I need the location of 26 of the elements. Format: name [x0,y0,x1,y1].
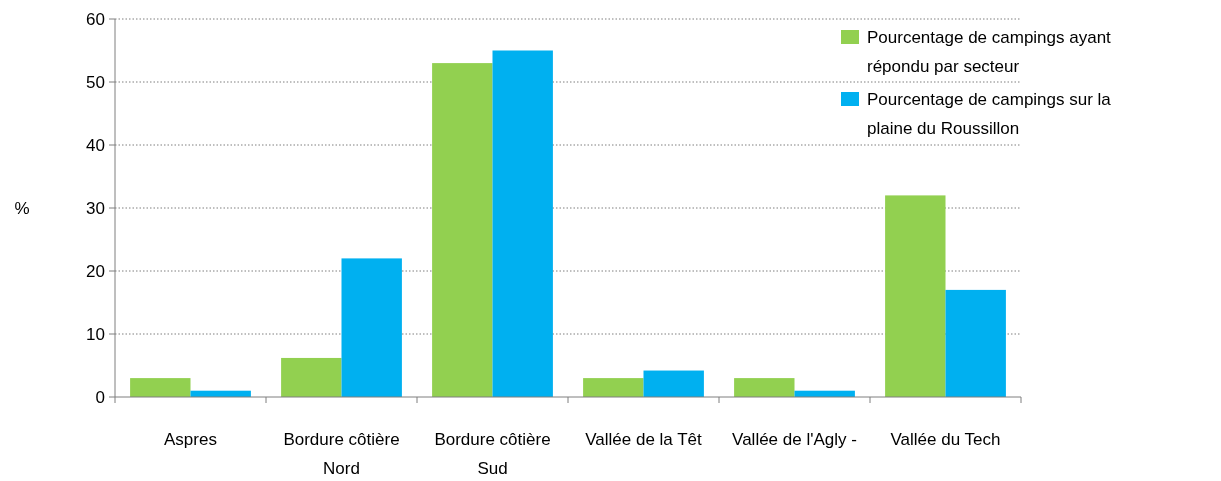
bar [734,378,795,397]
bar [885,195,946,397]
y-tick-label: 40 [86,135,105,155]
y-tick-label: 30 [86,198,105,218]
x-tick-label: Bordure côtière Sud [434,430,551,478]
y-axis-title: % [14,198,30,218]
x-tick-label: Vallée de la Têt [585,430,703,449]
bar [492,50,553,397]
bar [432,63,493,397]
bar [643,370,704,397]
bar [945,289,1006,397]
y-tick-label: 0 [95,387,105,407]
y-tick-label: 20 [86,261,105,281]
y-tick-label: 60 [86,9,105,29]
y-tick-label: 10 [86,324,105,344]
x-tick-label: Aspres [164,430,217,449]
bar [583,378,644,397]
bar [130,378,191,397]
bar [281,357,342,397]
y-tick-label: 50 [86,72,105,92]
bar [341,258,402,397]
x-tick-label: Vallée du Tech [890,430,1001,449]
x-tick-label: Vallée de l'Agly - [732,430,857,449]
legend-label: Pourcentage de campings sur la plaine du Roussillon [867,90,1112,138]
legend-label: Pourcentage de campings ayant répondu par secteur [867,28,1112,76]
x-tick-label: Bordure côtière Nord [283,430,400,478]
